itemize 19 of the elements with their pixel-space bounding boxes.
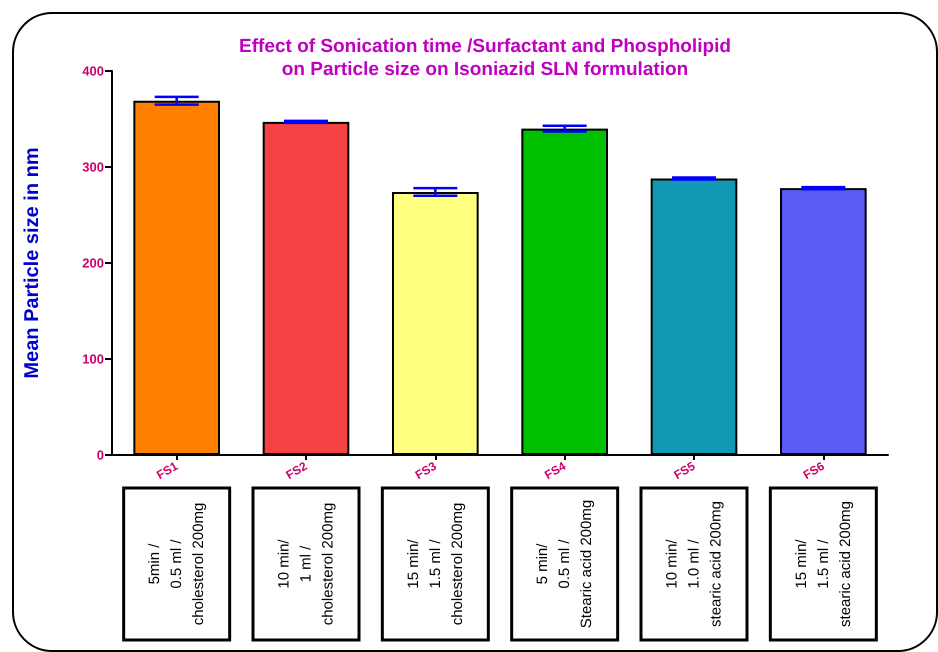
text: 10 min/ 1.0 ml / stearic acid 200mg — [664, 501, 724, 627]
x-tick-label: FS1 — [154, 458, 180, 482]
y-tick-label: 300 — [82, 160, 104, 174]
chart-title: Effect of Sonication time /Surfactant and Phospholipid on Particle size on Isoniazid SLN formulation — [239, 36, 731, 80]
y-tick-label: 0 — [96, 448, 104, 462]
y-axis-title: Mean Particle size in nm — [21, 147, 43, 379]
x-tick-label: FS3 — [412, 458, 440, 482]
text: 5min / 0.5 ml / cholesterol 200mg — [146, 502, 208, 626]
x-tick-label: FS5 — [671, 458, 698, 482]
text: 15 min/ 1.5 ml / cholesterol 200mg — [404, 502, 466, 626]
y-tick-label: 100 — [82, 352, 104, 366]
x-tick-label: FS6 — [800, 458, 828, 482]
text: 5 min/ 0.5 ml / Stearic acid 200mg — [534, 500, 596, 628]
text: 10 min/ 1 ml / cholesterol 200mg — [276, 502, 336, 626]
x-tick-label: FS2 — [283, 458, 310, 482]
x-tick-label: FS4 — [542, 458, 568, 482]
text: 15 min/ 1.5 ml / stearic acid 200mg — [792, 501, 854, 627]
y-tick-label: 400 — [82, 64, 104, 78]
y-tick-label: 200 — [82, 256, 104, 270]
